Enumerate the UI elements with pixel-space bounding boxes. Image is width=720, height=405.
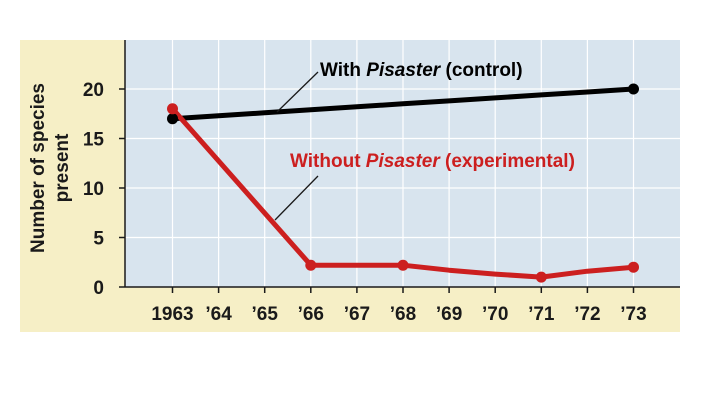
without-label-prefix: Without <box>290 151 366 172</box>
x-tick-label: ’65 <box>251 304 278 325</box>
with-label-italic: Pisaster <box>366 60 442 81</box>
without-series-point <box>535 271 547 283</box>
without-label-suffix: (experimental) <box>440 151 575 172</box>
y-tick-label: 5 <box>93 229 104 250</box>
x-tick-label: ’68 <box>390 304 416 325</box>
x-tick-labels: 1963 ’64 ’65 ’66 ’67 ’68 ’69 ’70 ’71 ’72 ’73 <box>151 304 646 325</box>
with-label-prefix: With <box>320 60 366 81</box>
with-label-leader <box>276 71 319 113</box>
axes <box>119 40 680 293</box>
x-tick-label: ’71 <box>528 304 555 325</box>
y-tick-labels: 0 5 10 15 20 <box>83 80 105 299</box>
without-label-leader <box>274 175 319 221</box>
with-series-point <box>167 113 178 125</box>
y-tick-label: 15 <box>83 130 105 151</box>
x-tick-label: ’66 <box>298 304 324 325</box>
x-tick-label: ’73 <box>620 304 646 325</box>
with-label-suffix: (control) <box>440 60 522 81</box>
without-series-line <box>170 106 636 280</box>
series <box>167 83 639 283</box>
without-label-italic: Pisaster <box>366 151 442 172</box>
with-series-point <box>628 83 639 95</box>
with-series-line <box>170 86 636 122</box>
without-series-label: Without Pisaster (experimental) <box>290 151 575 172</box>
without-series-point <box>305 259 317 271</box>
x-tick-label: ’72 <box>574 304 600 325</box>
x-tick-label: 1963 <box>151 304 193 325</box>
y-tick-label: 0 <box>93 278 104 299</box>
x-tick-label: ’64 <box>205 304 232 325</box>
y-tick-label: 10 <box>83 179 104 200</box>
x-tick-label: ’69 <box>436 304 462 325</box>
y-axis-label-line2: present <box>52 133 73 202</box>
without-series-point <box>397 259 409 271</box>
x-tick-label: ’70 <box>482 304 508 325</box>
y-tick-label: 20 <box>83 80 104 101</box>
without-series-point <box>167 103 178 115</box>
y-axis-label-line1: Number of species <box>28 83 49 253</box>
gridlines <box>125 40 680 287</box>
x-tick-label: ’67 <box>344 304 370 325</box>
with-series-label: With Pisaster (control) <box>320 60 523 81</box>
without-series-point <box>628 261 639 273</box>
